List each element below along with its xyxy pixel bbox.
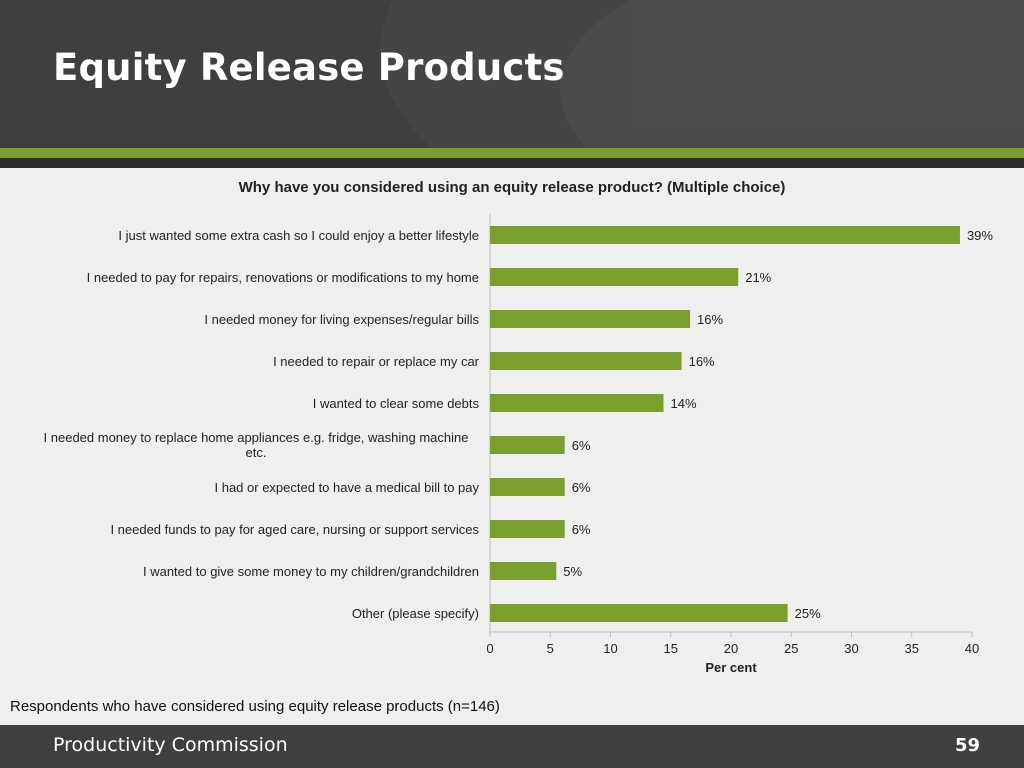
bar: [490, 478, 565, 496]
x-tick-label: 5: [547, 641, 554, 656]
x-tick-label: 20: [724, 641, 738, 656]
category-label: I wanted to give some money to my childr…: [143, 564, 479, 579]
x-tick-label: 35: [905, 641, 919, 656]
header-accent-stripe: [0, 148, 1024, 158]
data-label: 16%: [689, 354, 715, 369]
slide-header: Equity Release Products: [0, 0, 1024, 148]
x-tick-label: 15: [664, 641, 678, 656]
bar: [490, 604, 788, 622]
bar: [490, 226, 960, 244]
data-label: 16%: [697, 312, 723, 327]
category-label: I wanted to clear some debts: [313, 396, 480, 411]
respondent-note: Respondents who have considered using eq…: [10, 698, 500, 715]
x-tick-label: 10: [603, 641, 617, 656]
slide-footer: Productivity Commission 59: [0, 725, 1024, 768]
data-label: 6%: [572, 522, 591, 537]
bar: [490, 352, 682, 370]
category-label: I had or expected to have a medical bill…: [215, 480, 480, 495]
category-label: I needed money to replace home appliance…: [44, 430, 469, 460]
data-label: 25%: [795, 606, 821, 621]
x-tick-label: 30: [844, 641, 858, 656]
category-label: Other (please specify): [352, 606, 479, 621]
category-label: I needed money for living expenses/regul…: [204, 312, 479, 327]
bar: [490, 562, 557, 580]
x-axis-title: Per cent: [705, 660, 757, 675]
x-tick-label: 25: [784, 641, 798, 656]
data-label: 14%: [671, 396, 697, 411]
bar: [490, 394, 664, 412]
bar: [490, 268, 739, 286]
page-number: 59: [954, 735, 980, 756]
bar: [490, 310, 691, 328]
slide-title: Equity Release Products: [53, 46, 565, 89]
bar-chart: 39% I just wanted some extra cash so I co…: [44, 214, 993, 675]
data-label: 5%: [563, 564, 582, 579]
header-dark-stripe: [0, 158, 1024, 168]
category-label: I just wanted some extra cash so I could…: [118, 228, 479, 243]
category-label: I needed to pay for repairs, renovations…: [87, 270, 479, 285]
x-tick-label: 40: [965, 641, 979, 656]
category-label: I needed to repair or replace my car: [273, 354, 480, 369]
data-label: 21%: [745, 270, 771, 285]
bar: [490, 520, 565, 538]
data-label: 6%: [572, 480, 591, 495]
footer-organization: Productivity Commission: [53, 734, 288, 756]
chart-title: Why have you considered using an equity …: [238, 179, 786, 196]
x-tick-label: 0: [486, 641, 493, 656]
data-label: 39%: [967, 228, 993, 243]
category-label: I needed funds to pay for aged care, nur…: [110, 522, 479, 537]
header-swoosh-decoration: [560, 0, 1024, 148]
bar: [490, 436, 565, 454]
data-label: 6%: [572, 438, 591, 453]
